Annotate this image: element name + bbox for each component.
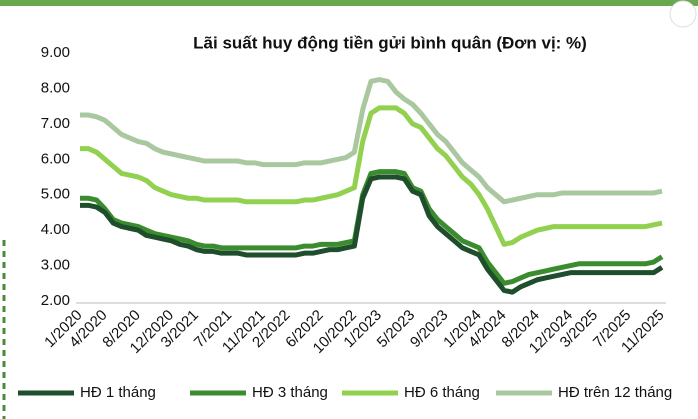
data-line [80,105,663,247]
y-tick-label: 2.00 [41,292,70,309]
y-tick-label: 3.00 [41,257,70,274]
y-tick-label: 6.00 [41,150,70,167]
legend-label: HĐ 6 tháng [404,384,480,401]
legend-label: HĐ trên 12 tháng [558,384,672,401]
y-tick-label: 5.00 [41,186,70,203]
y-tick-label: 9.00 [41,44,70,61]
app-icon [669,0,697,28]
y-tick-label: 4.00 [41,221,70,238]
legend-label: HĐ 3 tháng [252,384,328,401]
y-tick-label: 8.00 [41,79,70,96]
data-line [80,77,663,205]
chart-title: Lãi suất huy động tiền gửi bình quân (Đơ… [193,33,587,52]
legend-label: HĐ 1 tháng [80,384,156,401]
top-bar [0,0,698,6]
y-tick-label: 7.00 [41,115,70,132]
data-line [80,174,664,295]
data-line [80,169,664,286]
